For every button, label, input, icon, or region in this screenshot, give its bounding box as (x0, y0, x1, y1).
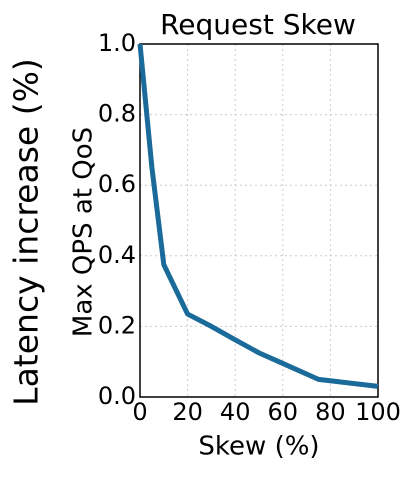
x-tick-label: 20 (172, 398, 203, 426)
chart-title: Request Skew (160, 8, 356, 41)
y-tick-label: 0.6 (98, 170, 136, 198)
y-tick-label: 1.0 (98, 29, 136, 57)
y-tick-label: 0.8 (98, 100, 136, 128)
line-series (137, 43, 379, 389)
y-tick-label: 0.2 (98, 311, 136, 339)
x-tick-label: 100 (355, 398, 401, 426)
x-tick-label: 40 (220, 398, 251, 426)
plot-frame (139, 43, 379, 398)
x-tick-label: 60 (268, 398, 299, 426)
x-tick-label: 80 (315, 398, 346, 426)
y-axis-label: Latency increase (%) (7, 58, 46, 406)
x-axis-label: Skew (%) (198, 432, 319, 462)
y-tick-label: 0.0 (98, 382, 136, 410)
y-tick-label: 0.4 (98, 241, 136, 269)
x-tick-label: 0 (132, 398, 147, 426)
y-axis-label-2: Max QPS at QoS (69, 127, 99, 337)
